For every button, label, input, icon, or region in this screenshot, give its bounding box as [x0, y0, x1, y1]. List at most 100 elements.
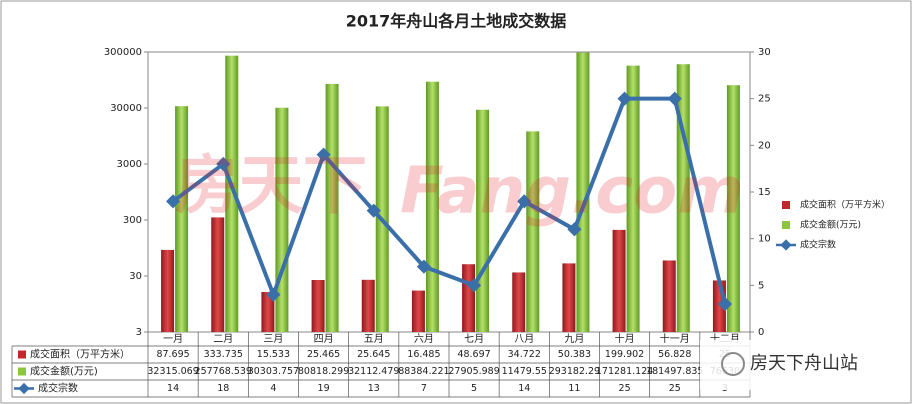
- marker: [617, 91, 632, 106]
- chart-title: 2017年舟山各月土地成交数据: [346, 12, 567, 31]
- legend-label: 成交面积（万平方米）: [800, 199, 890, 211]
- table-value: 11: [568, 383, 580, 394]
- y2-tick-label: 25: [758, 94, 771, 105]
- watermark-text: 房天下: [175, 150, 367, 224]
- x-tick-label: 十月: [615, 332, 635, 345]
- table-value: 14: [167, 383, 179, 394]
- marker: [416, 259, 431, 274]
- marker: [567, 222, 582, 237]
- marker: [316, 147, 331, 162]
- table-value: 11479.55: [502, 366, 547, 377]
- bar: [562, 263, 576, 332]
- legend-key: [18, 350, 26, 359]
- table-value: 34.722: [508, 349, 541, 360]
- legend-key: [780, 239, 792, 251]
- table-value: 80818.299: [298, 366, 349, 377]
- bar: [662, 260, 676, 332]
- table-value: 199.902: [605, 349, 644, 360]
- marker: [166, 194, 181, 209]
- bar: [512, 272, 526, 332]
- x-tick-label: 六月: [414, 333, 434, 345]
- y2-tick-label: 30: [758, 47, 771, 58]
- watermark-text: Fang.com: [400, 155, 744, 229]
- bar: [676, 64, 690, 333]
- table-value: 293182.29: [549, 366, 600, 377]
- marker: [366, 203, 381, 218]
- table-value: 27905.989: [448, 366, 499, 377]
- y2-tick-label: 10: [758, 234, 771, 245]
- y2-tick-label: 0: [758, 327, 764, 338]
- x-tick-label: 二月: [213, 333, 233, 345]
- y-tick-label: 3: [136, 327, 142, 338]
- y-tick-label: 300: [123, 215, 142, 226]
- marker: [717, 296, 732, 312]
- y2-tick-label: 15: [758, 187, 771, 198]
- marker: [667, 91, 682, 106]
- table-value: 14: [518, 383, 530, 394]
- x-tick-label: 九月: [564, 333, 584, 345]
- line: [171, 96, 727, 305]
- table-value: 25: [619, 383, 631, 394]
- bar: [726, 85, 740, 332]
- bar: [626, 65, 640, 333]
- table-value: 181497.835: [646, 366, 703, 377]
- legend-key: [782, 221, 790, 229]
- bar: [175, 106, 189, 332]
- table-value: 48.697: [457, 349, 490, 360]
- logo-bg: [700, 340, 905, 390]
- logo: 房天下舟山站: [750, 353, 858, 374]
- watermark: 房天下 Fang.com: [175, 150, 744, 229]
- bar: [311, 279, 325, 332]
- bar: [325, 83, 339, 332]
- bar: [161, 249, 175, 332]
- legend-label: 成交宗数: [800, 239, 836, 251]
- x-tick-label: 八月: [514, 333, 534, 345]
- table-series-name: 成交金额(万元): [30, 365, 98, 378]
- table-series-name: 成交宗数: [38, 382, 78, 395]
- legend-label: 成交金额(万元): [800, 219, 861, 231]
- table-value: 88384.221: [398, 366, 449, 377]
- legend-key: [782, 201, 790, 209]
- table-value: 87.695: [156, 349, 189, 360]
- table-value: 30303.757: [248, 366, 299, 377]
- bar: [612, 229, 626, 332]
- table-value: 16.485: [407, 349, 440, 360]
- bar: [225, 55, 239, 333]
- y-tick-label: 30: [129, 271, 142, 282]
- y-tick-label: 3000: [117, 159, 142, 170]
- table-series-name: 成交面积（万平方米）: [30, 348, 130, 361]
- table-value: 13: [368, 383, 380, 394]
- table-value: 19: [318, 383, 330, 394]
- logo-icon: [721, 352, 745, 376]
- marker: [467, 278, 482, 293]
- x-tick-label: 三月: [263, 333, 283, 345]
- bar: [526, 131, 540, 332]
- x-tick-label: 一月: [163, 333, 183, 345]
- marker: [216, 156, 231, 172]
- bar: [361, 279, 375, 332]
- table-value: 257768.539: [195, 366, 252, 377]
- x-tick-label: 五月: [364, 333, 384, 345]
- table-value: 7: [421, 383, 427, 394]
- table-value: 50.383: [558, 349, 591, 360]
- y-tick-label: 300000: [104, 47, 142, 58]
- marker: [517, 194, 532, 209]
- y2-tick-label: 5: [758, 280, 764, 291]
- table-value: 5: [471, 383, 477, 394]
- table-value: 15.533: [257, 349, 290, 360]
- x-tick-label: 四月: [314, 333, 334, 345]
- x-tick-label: 七月: [464, 333, 484, 345]
- bar: [411, 290, 425, 332]
- table-value: 25.645: [357, 349, 390, 360]
- x-tick-label: 十一月: [660, 332, 690, 345]
- table-value: 4: [270, 383, 276, 394]
- table-value: 25.465: [307, 349, 340, 360]
- marker: [266, 287, 281, 302]
- bar: [211, 217, 225, 332]
- table-value: 25: [669, 383, 681, 394]
- bar: [261, 292, 275, 332]
- bar: [576, 52, 590, 332]
- table-value: 333.735: [204, 349, 243, 360]
- table-value: 56.828: [658, 349, 691, 360]
